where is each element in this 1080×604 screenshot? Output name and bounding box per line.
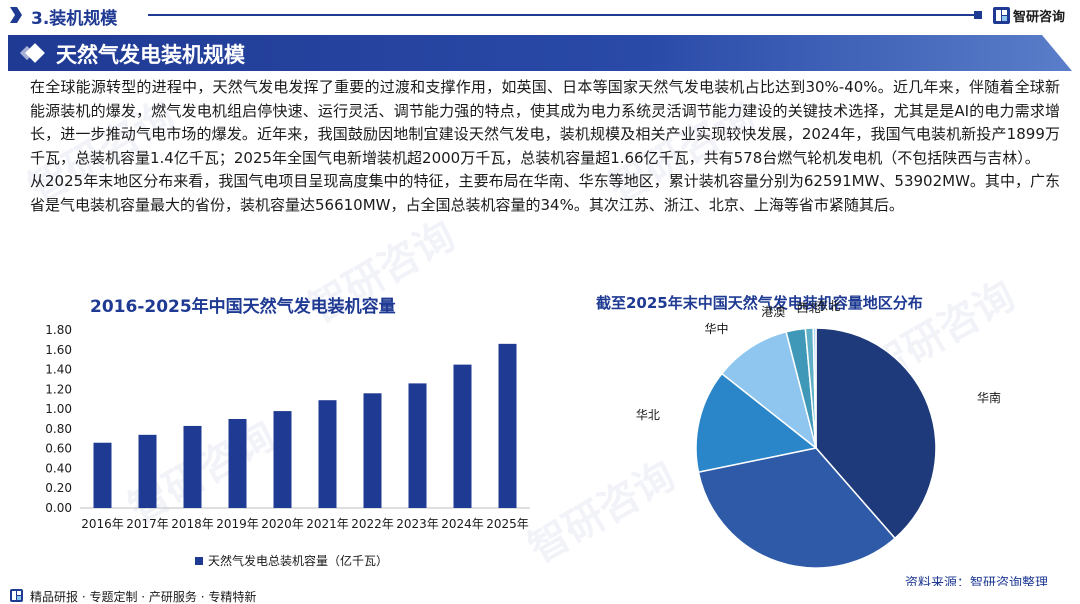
pie-slice — [697, 447, 897, 569]
page-title: 天然气发电装机规模 — [56, 43, 245, 67]
y-tick-label: 0.20 — [45, 481, 72, 495]
pie-slice — [695, 372, 818, 474]
paragraph: 在全球能源转型的进程中，天然气发电发挥了重要的过渡和支撑作用，如英国、日本等国家… — [30, 78, 1060, 167]
y-tick-label: 0.60 — [45, 442, 72, 456]
x-tick-label: 2023年 — [396, 517, 439, 531]
y-tick-label: 1.40 — [45, 363, 72, 377]
pie-chart-title: 截至2025年末中国天然气发电装机容量地区分布 — [596, 294, 923, 312]
x-tick-label: 2022年 — [351, 517, 394, 531]
bar — [408, 383, 427, 508]
bar-chart-title: 2016-2025年中国天然气发电装机容量 — [90, 297, 396, 317]
brand-name: 智研咨询 — [1013, 9, 1066, 25]
body-text: 在全球能源转型的进程中，天然气发电发挥了重要的过渡和支撑作用，如英国、日本等国家… — [30, 76, 1060, 218]
bar — [273, 411, 292, 508]
x-tick-label: 2020年 — [261, 517, 304, 531]
pie-slice — [720, 330, 818, 450]
x-tick-label: 2019年 — [216, 517, 259, 531]
y-tick-label: 0.80 — [45, 422, 72, 436]
pie-chart: 华南华东华北华中港澳西北东北 — [636, 299, 1001, 600]
pie-slice — [815, 327, 937, 540]
x-tick-label: 2017年 — [126, 517, 169, 531]
footer: 精品研报 · 专题定制 · 产研服务 · 专精特新 — [0, 586, 1080, 604]
pie-label: 东北 — [816, 299, 840, 313]
footer-tagline: 精品研报 · 专题定制 · 产研服务 · 专精特新 — [30, 590, 257, 604]
bar — [498, 343, 517, 508]
y-tick-label: 1.80 — [45, 323, 72, 337]
bar — [318, 400, 337, 508]
x-tick-label: 2025年 — [486, 517, 529, 531]
chart-legend: 天然气发电总装机容量（亿千瓦） — [195, 552, 388, 569]
brand-logo-icon — [993, 6, 1010, 24]
bar — [138, 434, 157, 508]
pie-label: 华中 — [705, 321, 729, 336]
pie-label: 华南 — [977, 390, 1001, 405]
y-tick-label: 1.20 — [45, 382, 72, 396]
x-tick-label: 2016年 — [81, 517, 124, 531]
section-marker-icon — [10, 7, 22, 23]
legend-label: 天然气发电总装机容量（亿千瓦） — [208, 554, 389, 568]
bar — [453, 364, 472, 508]
bar-chart: 0.00 0.20 0.40 0.60 0.80 1.00 1.20 1.40 1.60 1.80… — [45, 323, 530, 531]
pie-slice — [812, 327, 817, 449]
x-tick-label: 2024年 — [441, 517, 484, 531]
paragraph: 从2025年末地区分布来看，我国气电项目呈现高度集中的特征，主要布局在华南、华东… — [30, 172, 1060, 214]
y-tick-label: 1.00 — [45, 402, 72, 416]
divider — [148, 14, 978, 16]
pie-label: 西北 — [796, 301, 820, 315]
brand-logo-icon — [10, 589, 23, 602]
title-banner: 天然气发电装机规模 — [8, 35, 1072, 71]
bar — [93, 442, 112, 508]
bar — [363, 393, 382, 508]
pie-label: 华北 — [636, 408, 660, 422]
y-tick-label: 0.40 — [45, 461, 72, 475]
divider-end — [974, 11, 982, 19]
bar — [183, 425, 202, 508]
y-tick-label: 1.60 — [45, 343, 72, 357]
legend-swatch — [195, 556, 203, 565]
section-title: 3.装机规模 — [31, 9, 118, 29]
banner-notch — [1042, 35, 1072, 71]
banner-background — [8, 35, 1072, 71]
pie-label: 港澳 — [761, 305, 785, 319]
top-bar: 3.装机规模 智研咨询 — [0, 0, 1080, 30]
x-tick-label: 2021年 — [306, 517, 349, 531]
bar — [228, 419, 247, 508]
brand: 智研咨询 — [993, 6, 1066, 25]
x-tick-label: 2018年 — [171, 517, 214, 531]
y-tick-label: 0.00 — [45, 501, 72, 515]
